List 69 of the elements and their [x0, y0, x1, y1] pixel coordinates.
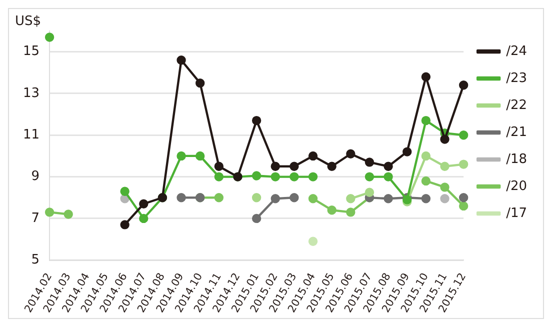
point	[327, 162, 336, 171]
point	[421, 116, 431, 126]
point	[214, 172, 224, 182]
point	[308, 236, 318, 246]
point	[252, 193, 262, 202]
y-axis-title: US$	[15, 14, 42, 29]
y-tick-label: 11	[22, 128, 40, 143]
point	[290, 193, 299, 202]
point	[270, 172, 280, 182]
point	[290, 162, 299, 171]
point	[421, 151, 431, 161]
point	[421, 72, 431, 82]
legend-label: /17	[506, 206, 527, 221]
point	[458, 193, 468, 202]
point	[440, 182, 450, 192]
point	[440, 194, 450, 204]
point	[458, 201, 468, 211]
point	[176, 193, 186, 202]
y-tick-label: 9	[31, 169, 40, 184]
point	[384, 172, 393, 182]
point	[421, 176, 431, 186]
point	[421, 194, 431, 204]
point	[364, 188, 374, 198]
legend-label: /20	[506, 178, 527, 194]
point	[252, 171, 262, 180]
point	[384, 162, 393, 171]
point	[346, 194, 356, 204]
point	[327, 206, 336, 215]
point	[120, 220, 130, 230]
y-tick-label: 7	[31, 210, 40, 226]
legend-label: /18	[506, 152, 527, 167]
legend-label: /22	[506, 98, 527, 113]
point	[346, 208, 356, 217]
point	[308, 172, 318, 182]
point	[458, 130, 468, 140]
point	[252, 214, 262, 224]
point	[440, 134, 450, 144]
point	[308, 151, 318, 161]
point	[120, 186, 130, 196]
point	[402, 147, 412, 156]
point	[196, 78, 205, 88]
point	[440, 162, 450, 171]
point	[139, 214, 148, 224]
point	[270, 162, 280, 171]
point	[270, 194, 280, 204]
point	[176, 56, 186, 65]
legend-label: /24	[506, 44, 527, 59]
point	[176, 151, 186, 161]
legend-label: /21	[506, 124, 527, 140]
point	[64, 210, 73, 219]
y-tick-label: 5	[31, 252, 40, 268]
point	[290, 172, 299, 182]
point	[139, 199, 148, 208]
point	[364, 172, 374, 182]
point	[346, 149, 356, 158]
point	[214, 162, 224, 171]
legend-label: /23	[506, 70, 527, 86]
point	[458, 160, 468, 169]
point	[44, 32, 54, 42]
point	[458, 80, 468, 90]
point	[252, 116, 262, 126]
point	[364, 158, 374, 167]
point	[384, 194, 393, 204]
point	[44, 208, 54, 217]
y-tick-label: 15	[22, 44, 40, 60]
point	[308, 194, 318, 204]
point	[196, 151, 205, 161]
y-tick-label: 13	[22, 86, 40, 101]
point	[214, 193, 224, 202]
